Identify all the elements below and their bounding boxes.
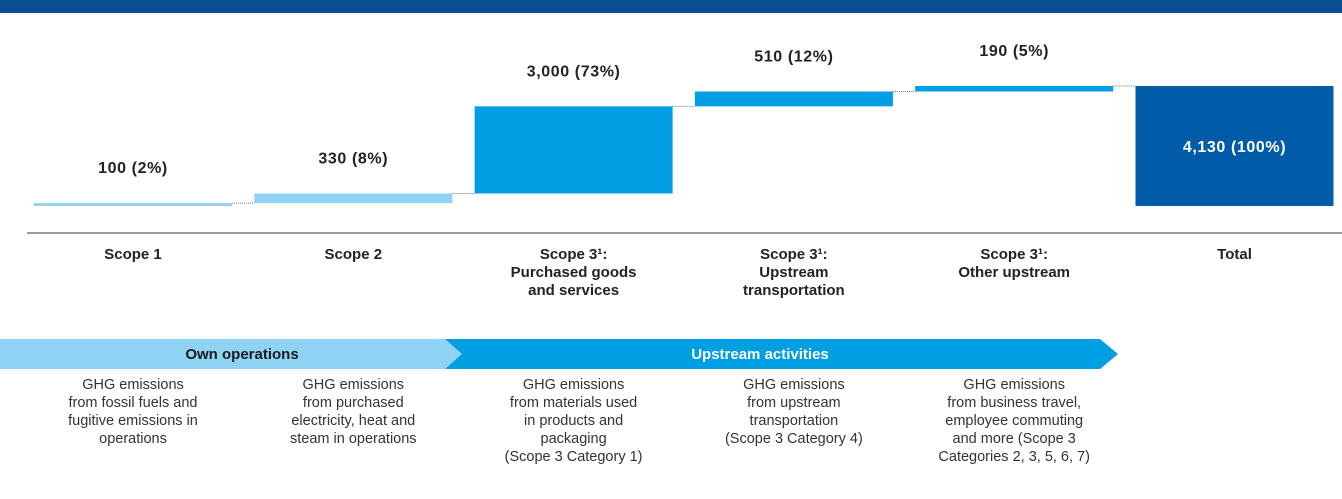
bar bbox=[694, 91, 893, 107]
description: GHG emissions from purchased electricity… bbox=[290, 377, 417, 447]
phase-label: Own operations bbox=[185, 346, 298, 363]
category-label: Scope 3¹: Purchased goods and services bbox=[510, 246, 637, 299]
bar bbox=[254, 193, 453, 204]
category-label: Scope 2 bbox=[324, 246, 383, 263]
bar bbox=[474, 106, 673, 194]
bar bbox=[915, 86, 1114, 92]
phase-label: Upstream activities bbox=[691, 346, 829, 363]
phase-arrow bbox=[445, 339, 1118, 369]
bar bbox=[34, 203, 232, 206]
description: GHG emissions from upstream transportati… bbox=[724, 377, 863, 447]
category-label: Scope 3¹: Upstream transportation bbox=[743, 246, 845, 299]
category-label: Scope 3¹: Other upstream bbox=[958, 246, 1071, 281]
category-label: Scope 1 bbox=[104, 246, 162, 263]
value-label: 4,130 (100%) bbox=[1183, 139, 1286, 156]
value-label: 190 (5%) bbox=[979, 43, 1049, 60]
header-band bbox=[0, 0, 1342, 13]
value-label: 510 (12%) bbox=[754, 49, 833, 66]
category-label: Total bbox=[1217, 246, 1252, 263]
description: GHG emissions from fossil fuels and fugi… bbox=[68, 377, 198, 447]
value-label: 330 (8%) bbox=[318, 151, 388, 168]
value-label: 3,000 (73%) bbox=[527, 63, 621, 80]
phase-arrow bbox=[0, 339, 462, 369]
description: GHG emissions from materials used in pro… bbox=[504, 377, 643, 465]
description: GHG emissions from business travel, empl… bbox=[938, 377, 1090, 465]
bar bbox=[1135, 86, 1334, 206]
value-label: 100 (2%) bbox=[98, 160, 168, 177]
